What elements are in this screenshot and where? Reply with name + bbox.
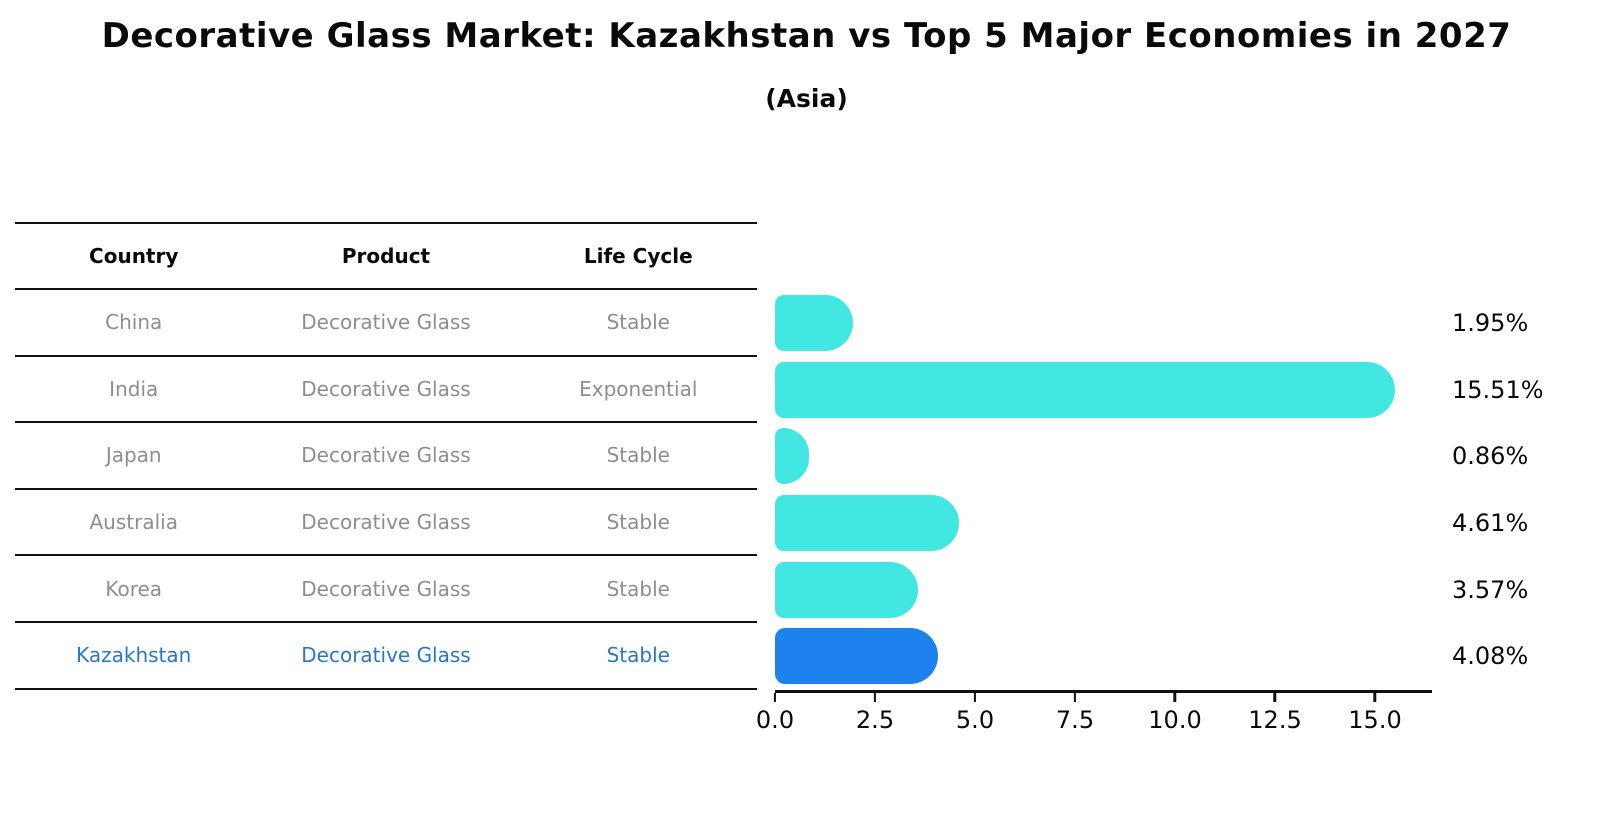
country-cell: Australia — [89, 510, 178, 535]
value-label-japan: 0.86% — [1452, 442, 1529, 471]
bar-korea — [775, 561, 918, 618]
bar-row-china — [775, 290, 1415, 357]
tick-label: 12.5 — [1248, 706, 1302, 734]
tick-mark — [873, 693, 877, 702]
value-label-china: 1.95% — [1452, 309, 1529, 338]
tick-label: 0.0 — [755, 706, 795, 734]
product-cell: Decorative Glass — [301, 376, 471, 401]
value-label-korea: 3.57% — [1452, 575, 1529, 604]
country-cell: China — [105, 310, 163, 335]
product-cell: Decorative Glass — [301, 310, 471, 335]
tick-mark — [1073, 693, 1077, 702]
tick-label: 5.0 — [955, 706, 995, 734]
column-header-country: Country — [89, 244, 179, 268]
table-row-kazakhstan-highlighted: Kazakhstan Decorative Glass Stable — [15, 623, 757, 690]
x-tick: 0.0 — [756, 693, 794, 734]
bar-china — [775, 295, 853, 352]
tick-label: 2.5 — [855, 706, 895, 734]
life-cycle-cell: Exponential — [579, 376, 698, 401]
x-tick: 12.5 — [1248, 693, 1302, 734]
bar-row-india — [775, 357, 1415, 424]
bar-row-kazakhstan — [775, 623, 1415, 690]
life-cycle-cell: Stable — [606, 510, 670, 535]
chart-title: Decorative Glass Market: Kazakhstan vs T… — [101, 16, 1512, 56]
tick-mark — [1273, 693, 1277, 702]
bar-india — [775, 361, 1396, 418]
bar-japan — [775, 428, 810, 485]
bar-row-japan — [775, 423, 1415, 490]
product-cell: Decorative Glass — [301, 510, 471, 535]
tick-label: 15.0 — [1348, 706, 1402, 734]
table-row: Japan Decorative Glass Stable — [15, 423, 757, 490]
bar-row-australia — [775, 490, 1415, 557]
x-tick: 15.0 — [1348, 693, 1402, 734]
chart-subtitle: (Asia) — [765, 84, 848, 113]
x-tick: 2.5 — [856, 693, 894, 734]
table-header-row: Country Product Life Cycle — [15, 222, 757, 290]
product-cell: Decorative Glass — [301, 643, 471, 668]
x-tick: 10.0 — [1148, 693, 1202, 734]
tick-label: 10.0 — [1148, 706, 1202, 734]
table-row: Australia Decorative Glass Stable — [15, 490, 757, 557]
country-cell: Korea — [105, 576, 163, 601]
country-table: Country Product Life Cycle China Decorat… — [15, 222, 757, 690]
x-tick: 7.5 — [1056, 693, 1094, 734]
tick-mark — [973, 693, 977, 702]
value-label-kazakhstan: 4.08% — [1452, 642, 1529, 671]
product-cell: Decorative Glass — [301, 443, 471, 468]
value-label-india: 15.51% — [1452, 375, 1544, 404]
life-cycle-cell: Stable — [606, 443, 670, 468]
country-cell: Kazakhstan — [76, 643, 192, 668]
life-cycle-cell: Stable — [606, 310, 670, 335]
life-cycle-cell: Stable — [606, 643, 670, 668]
bar-row-korea — [775, 556, 1415, 623]
column-header-product: Product — [341, 244, 431, 268]
x-axis-line — [775, 690, 1432, 693]
product-cell: Decorative Glass — [301, 576, 471, 601]
tick-mark — [773, 693, 777, 702]
x-tick: 5.0 — [956, 693, 994, 734]
country-cell: India — [109, 376, 159, 401]
tick-mark — [1173, 693, 1177, 702]
column-header-life-cycle: Life Cycle — [583, 244, 693, 268]
life-cycle-cell: Stable — [606, 576, 670, 601]
x-axis-ticks: 0.0 2.5 5.0 7.5 10.0 12.5 15.0 — [756, 693, 1432, 738]
table-row: China Decorative Glass Stable — [15, 290, 757, 357]
tick-mark — [1373, 693, 1377, 702]
table-row: India Decorative Glass Exponential — [15, 357, 757, 424]
value-label-australia: 4.61% — [1452, 509, 1529, 538]
tick-label: 7.5 — [1055, 706, 1095, 734]
bar-australia — [775, 495, 960, 552]
bar-plot-area — [775, 290, 1415, 690]
bar-value-labels: 1.95% 15.51% 0.86% 4.61% 3.57% 4.08% — [1452, 290, 1602, 690]
country-cell: Japan — [105, 443, 162, 468]
table-row: Korea Decorative Glass Stable — [15, 556, 757, 623]
bar-kazakhstan-highlighted — [775, 628, 939, 685]
